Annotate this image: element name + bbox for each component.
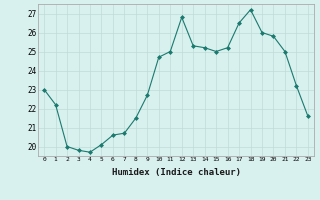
- X-axis label: Humidex (Indice chaleur): Humidex (Indice chaleur): [111, 168, 241, 177]
